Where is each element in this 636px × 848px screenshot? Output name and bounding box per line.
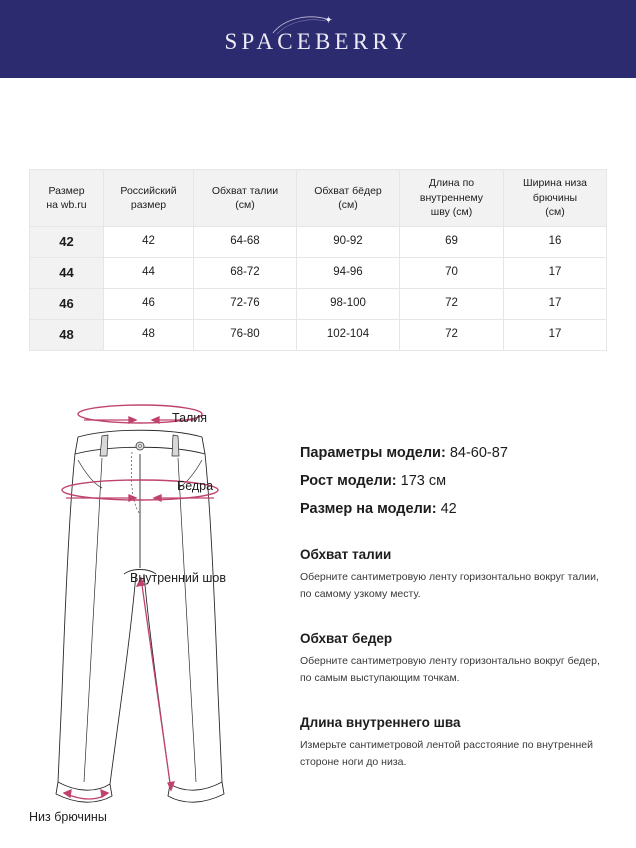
table-row: 44 44 68-72 94-96 70 17	[29, 256, 607, 289]
brand-header: SPACEBERRY	[0, 0, 636, 78]
cell-hem-width: 17	[503, 256, 607, 289]
cell-inseam: 72	[399, 287, 504, 320]
cell-waist: 64-68	[193, 226, 297, 258]
model-size-line: Размер на модели: 42	[300, 500, 610, 519]
measurement-description: Оберните сантиметровую ленту горизонталь…	[300, 654, 600, 684]
model-params-label: Параметры модели:	[300, 445, 446, 461]
table-header-row: Размер на wb.ru Российский размер Обхват…	[29, 169, 607, 227]
cell-hips: 102-104	[296, 318, 400, 351]
cell-hem-width: 16	[503, 226, 607, 258]
cell-inseam: 72	[399, 318, 504, 351]
measurement-description: Измерьте сантиметровой лентой расстояние…	[300, 738, 593, 768]
table-row: 42 42 64-68 90-92 69 16	[29, 226, 607, 258]
cell-hips: 98-100	[296, 287, 400, 320]
cell-waist: 76-80	[193, 318, 297, 351]
waist-measure-arrows	[84, 416, 196, 424]
measurement-title: Обхват бедер	[300, 630, 393, 646]
th-ru-size: Российский размер	[103, 169, 194, 227]
cell-wb-size: 42	[29, 226, 104, 258]
label-hips: Бедра	[177, 479, 214, 493]
cell-hips: 90-92	[296, 226, 400, 258]
model-size-value: 42	[440, 500, 457, 517]
model-params-line: Параметры модели: 84-60-87	[300, 444, 610, 463]
measurement-description: Оберните сантиметровую ленту горизонталь…	[300, 570, 599, 600]
th-wb-size: Размер на wb.ru	[29, 169, 104, 227]
th-waist: Обхват талии (см)	[193, 169, 297, 227]
cell-hips: 94-96	[296, 256, 400, 289]
cell-hem-width: 17	[503, 318, 607, 351]
cell-wb-size: 44	[29, 256, 104, 289]
th-hem-width: Ширина низа брючины (см)	[503, 169, 607, 227]
model-height-line: Рост модели: 173 см	[300, 472, 610, 491]
th-hips: Обхват бёдер (см)	[296, 169, 400, 227]
brand-logo: SPACEBERRY	[224, 15, 412, 55]
label-waist: Талия	[172, 411, 208, 425]
inseam-measure-line	[135, 576, 176, 792]
cell-ru-size: 44	[103, 256, 194, 289]
cell-inseam: 70	[399, 256, 504, 289]
th-inseam: Длина по внутреннему шву (см)	[399, 169, 504, 227]
hem-width-measure-arrow	[62, 788, 110, 800]
model-height-label: Рост модели:	[300, 472, 397, 489]
measurement-inseam: Длина внутреннего шва Измерьте сантиметр…	[300, 715, 610, 771]
measurement-waist: Обхват талии Оберните сантиметровую лент…	[300, 547, 610, 603]
trousers-diagram	[40, 392, 290, 837]
model-height-value: 173 см	[400, 472, 447, 489]
trousers-illustration	[55, 404, 225, 803]
hips-measure-ellipse	[61, 479, 219, 501]
table-header: Размер на wb.ru Российский размер Обхват…	[29, 169, 607, 227]
cell-inseam: 69	[399, 226, 504, 258]
measurement-hips: Обхват бедер Оберните сантиметровую лент…	[300, 631, 610, 687]
model-params-value: 84-60-87	[449, 445, 508, 461]
cell-ru-size: 46	[103, 287, 194, 320]
cell-waist: 68-72	[193, 256, 297, 289]
cell-wb-size: 46	[29, 287, 104, 320]
cell-ru-size: 42	[103, 226, 194, 258]
table-row: 46 46 72-76 98-100 72 17	[29, 287, 607, 320]
cell-wb-size: 48	[29, 318, 104, 351]
waist-measure-ellipse	[77, 404, 203, 424]
table-row: 48 48 76-80 102-104 72 17	[29, 318, 607, 351]
hips-measure-arrows	[66, 494, 214, 502]
brand-name: SPACEBERRY	[224, 29, 412, 54]
cell-hem-width: 17	[503, 287, 607, 320]
measurement-title: Длина внутреннего шва	[300, 714, 461, 730]
cell-waist: 72-76	[193, 287, 297, 320]
model-size-label: Размер на модели:	[300, 500, 437, 517]
model-info-panel: Параметры модели: 84-60-87 Рост модели: …	[300, 444, 610, 771]
table-body: 42 42 64-68 90-92 69 16 44 44 68-72 94-9…	[29, 226, 607, 351]
cell-ru-size: 48	[103, 318, 194, 351]
measurement-title: Обхват талии	[300, 546, 392, 562]
label-hem: Низ брючины	[29, 810, 107, 824]
size-chart-table: Размер на wb.ru Российский размер Обхват…	[29, 169, 607, 351]
label-inseam: Внутренний шов	[130, 571, 226, 585]
